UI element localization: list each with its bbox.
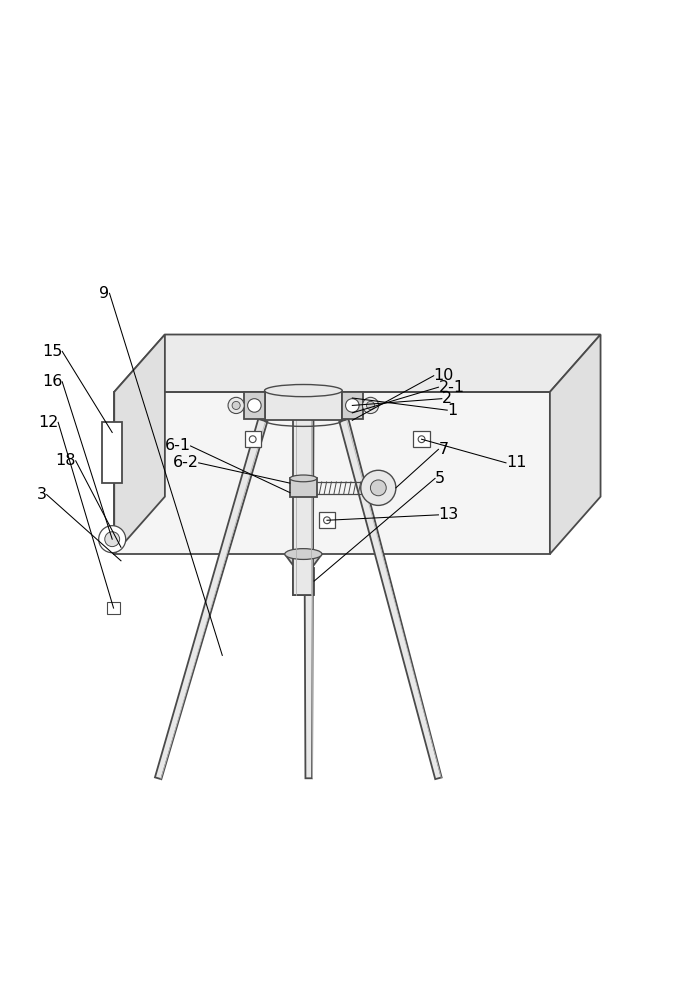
Text: 15: 15 [42, 344, 62, 359]
Polygon shape [114, 392, 550, 554]
Text: 2: 2 [442, 391, 452, 406]
Circle shape [232, 401, 240, 409]
Polygon shape [294, 405, 313, 595]
Circle shape [362, 397, 379, 414]
Circle shape [105, 532, 120, 547]
Ellipse shape [285, 549, 322, 559]
Polygon shape [339, 419, 442, 779]
Ellipse shape [290, 475, 317, 482]
Polygon shape [114, 335, 165, 554]
Polygon shape [290, 478, 317, 497]
Text: 2-1: 2-1 [439, 380, 464, 395]
Circle shape [370, 480, 386, 496]
Text: 3: 3 [37, 487, 47, 502]
Bar [244, 431, 261, 447]
Text: 6-1: 6-1 [164, 438, 191, 453]
Polygon shape [293, 568, 314, 595]
Text: 18: 18 [55, 453, 76, 468]
Text: 9: 9 [99, 286, 110, 301]
Circle shape [366, 401, 375, 409]
Polygon shape [114, 335, 601, 392]
Polygon shape [285, 554, 322, 568]
Bar [413, 431, 430, 447]
Polygon shape [102, 422, 123, 483]
Circle shape [228, 397, 244, 414]
Text: 12: 12 [37, 415, 58, 430]
Text: 1: 1 [447, 403, 458, 418]
Ellipse shape [264, 384, 342, 397]
Circle shape [99, 526, 126, 553]
Bar [108, 602, 120, 614]
Circle shape [361, 470, 396, 505]
Circle shape [345, 399, 359, 412]
Text: 6-2: 6-2 [173, 455, 199, 470]
Text: 10: 10 [434, 368, 454, 383]
Polygon shape [155, 419, 268, 779]
Bar [319, 512, 335, 528]
Text: 11: 11 [506, 455, 526, 470]
Circle shape [248, 399, 261, 412]
Text: 7: 7 [439, 442, 449, 457]
Text: 5: 5 [435, 471, 445, 486]
Polygon shape [341, 392, 363, 419]
Polygon shape [550, 335, 601, 554]
Polygon shape [304, 420, 313, 778]
Polygon shape [244, 392, 265, 419]
Text: 13: 13 [439, 507, 459, 522]
Polygon shape [264, 391, 342, 420]
Text: 16: 16 [42, 374, 62, 389]
